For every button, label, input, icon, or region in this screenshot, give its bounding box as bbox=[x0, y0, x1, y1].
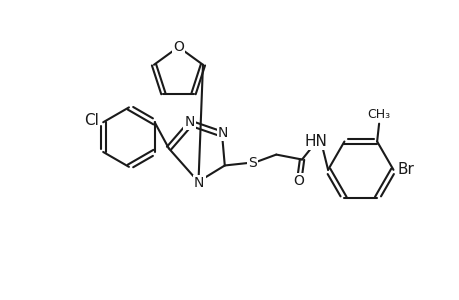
Text: Br: Br bbox=[397, 162, 414, 177]
Text: N: N bbox=[218, 126, 228, 140]
Text: O: O bbox=[293, 174, 304, 188]
Text: N: N bbox=[184, 115, 194, 129]
Text: CH₃: CH₃ bbox=[367, 108, 390, 121]
Text: Cl: Cl bbox=[84, 113, 99, 128]
Text: N: N bbox=[194, 176, 204, 190]
Text: N: N bbox=[184, 115, 194, 129]
Text: S: S bbox=[247, 155, 256, 170]
Text: HN: HN bbox=[304, 134, 327, 149]
Text: CH₃: CH₃ bbox=[367, 108, 390, 121]
Text: Br: Br bbox=[397, 162, 414, 177]
Text: N: N bbox=[194, 176, 204, 190]
Text: HN: HN bbox=[304, 134, 327, 149]
Text: Cl: Cl bbox=[84, 113, 99, 128]
Text: S: S bbox=[247, 155, 256, 170]
Text: N: N bbox=[218, 126, 228, 140]
Text: O: O bbox=[173, 40, 184, 54]
Text: O: O bbox=[173, 40, 184, 54]
Text: O: O bbox=[293, 174, 304, 188]
